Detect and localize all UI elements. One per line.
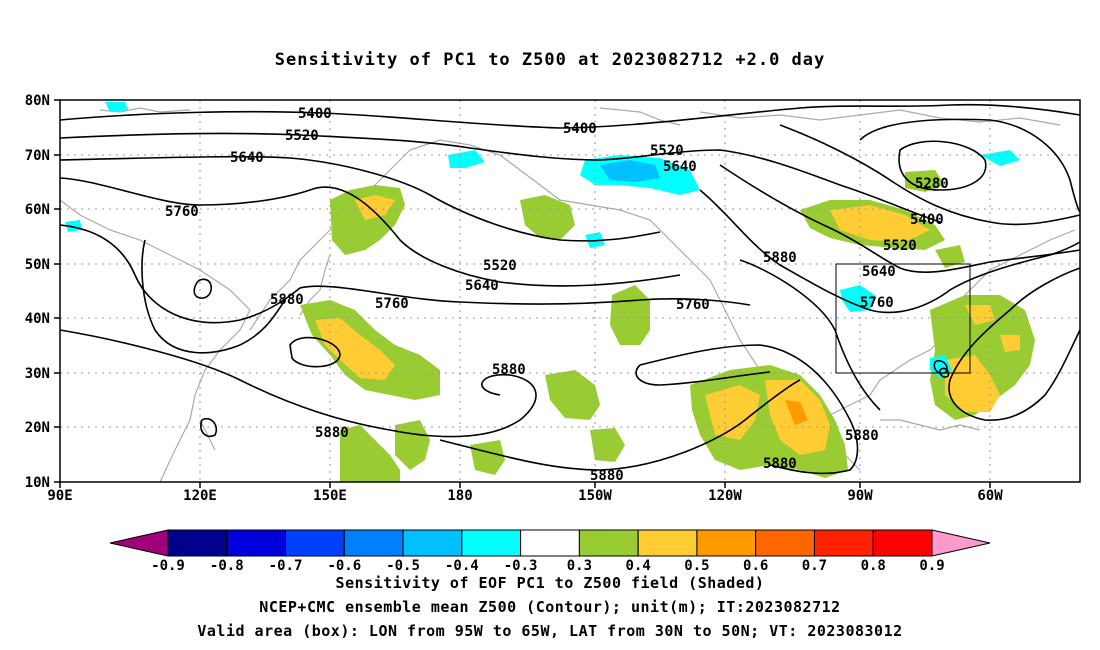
colorbar-tick-label: 0.8 bbox=[860, 558, 886, 574]
contour-5760-box: 5760 bbox=[860, 295, 894, 311]
contour-5520-ca: 5520 bbox=[883, 238, 917, 254]
colorbar-tick-label: -0.9 bbox=[151, 558, 185, 574]
contour-5640-nw: 5640 bbox=[230, 150, 264, 166]
lon-axis-labels: 90E 120E 150E 180 150W 120W 90W 60W bbox=[47, 488, 1003, 504]
colorbar-tick-label: -0.3 bbox=[503, 558, 538, 574]
contour-5760-pac: 5760 bbox=[676, 297, 710, 313]
contour-5880-sw: 5880 bbox=[315, 425, 349, 441]
map-border bbox=[59, 99, 1081, 483]
caption-line-1: Sensitivity of EOF PC1 to Z500 field (Sh… bbox=[335, 574, 765, 592]
lat-label-30n: 30N bbox=[25, 366, 50, 382]
colorbar-swatch bbox=[402, 529, 463, 557]
contour-5400-nw: 5400 bbox=[298, 106, 332, 122]
contour-5280-ca: 5280 bbox=[915, 176, 949, 192]
contour-5880-japan: 5880 bbox=[270, 292, 304, 308]
colorbar-tick-label: -0.8 bbox=[209, 558, 244, 574]
lat-label-70n: 70N bbox=[25, 148, 50, 164]
lat-axis-labels: 80N 70N 60N 50N 40N 30N 20N 10N bbox=[25, 93, 50, 491]
caption-line-3: Valid area (box): LON from 95W to 65W, L… bbox=[197, 622, 903, 640]
colorbar-high-extend bbox=[931, 529, 991, 557]
lon-label-90w: 90W bbox=[847, 488, 873, 504]
colorbar-tick-label: -0.7 bbox=[268, 558, 303, 574]
contour-5520-top: 5520 bbox=[650, 143, 684, 159]
valid-area-box bbox=[835, 263, 971, 374]
lat-label-40n: 40N bbox=[25, 311, 50, 327]
colorbar-swatch bbox=[813, 529, 874, 557]
gridlines bbox=[60, 100, 1080, 482]
colorbar-tick-label: -0.6 bbox=[327, 558, 362, 574]
lon-label-150w: 150W bbox=[578, 488, 612, 504]
colorbar-swatch bbox=[637, 529, 698, 557]
caption-line-2: NCEP+CMC ensemble mean Z500 (Contour); u… bbox=[259, 598, 841, 616]
colorbar-swatch bbox=[755, 529, 815, 557]
colorbar-swatch bbox=[578, 529, 639, 557]
colorbar-swatch bbox=[343, 529, 404, 557]
colorbar-swatch bbox=[285, 529, 345, 557]
colorbar-tick-label: 0.9 bbox=[919, 558, 945, 574]
contour-5640-mid: 5640 bbox=[465, 278, 499, 294]
colorbar-tick-label: 0.5 bbox=[684, 558, 710, 574]
colorbar-tick-label: -0.5 bbox=[386, 558, 420, 574]
contour-5880-mex: 5880 bbox=[763, 456, 797, 472]
contour-5640-box: 5640 bbox=[862, 264, 896, 280]
lon-label-90e: 90E bbox=[47, 488, 72, 504]
contour-5880-equ: 5880 bbox=[590, 468, 624, 484]
lat-label-50n: 50N bbox=[25, 257, 50, 273]
tick-marks bbox=[54, 99, 991, 488]
colorbar-tick-label: 0.6 bbox=[743, 558, 769, 574]
lat-label-10n: 10N bbox=[25, 475, 50, 491]
lon-label-180: 180 bbox=[447, 488, 472, 504]
colorbar-swatch bbox=[696, 529, 757, 557]
colorbar-low-extend bbox=[109, 529, 169, 557]
colorbar-tick-label: 0.4 bbox=[625, 558, 651, 574]
contour-5880-na: 5880 bbox=[763, 250, 797, 266]
positive-sensitivity bbox=[300, 170, 1035, 482]
contour-5760-mid: 5760 bbox=[375, 296, 409, 312]
colorbar-swatch bbox=[872, 529, 933, 557]
contour-5760-w: 5760 bbox=[165, 204, 199, 220]
colorbar-tick-label: -0.4 bbox=[444, 558, 479, 574]
colorbar-swatch bbox=[461, 529, 522, 557]
lon-label-150e: 150E bbox=[313, 488, 347, 504]
contour-5520-mid: 5520 bbox=[483, 258, 517, 274]
contour-5640-top: 5640 bbox=[663, 159, 697, 175]
contour-5400-ca: 5400 bbox=[910, 212, 944, 228]
colorbar-swatch bbox=[520, 529, 580, 557]
lat-label-20n: 20N bbox=[25, 420, 50, 436]
lon-label-120w: 120W bbox=[708, 488, 742, 504]
colorbar-tick-label: 0.3 bbox=[566, 558, 593, 574]
colorbar bbox=[109, 529, 991, 557]
colorbar-tick-label: 0.7 bbox=[801, 558, 828, 574]
contour-labels: 5400 5520 5640 5760 5880 5760 5640 5520 … bbox=[165, 106, 949, 484]
contour-5520-nw: 5520 bbox=[285, 128, 319, 144]
contour-5400-top: 5400 bbox=[563, 121, 597, 137]
contour-5880-pac: 5880 bbox=[492, 362, 526, 378]
z500-contours bbox=[59, 103, 1081, 475]
lat-label-60n: 60N bbox=[25, 202, 50, 218]
colorbar-swatch bbox=[226, 529, 287, 557]
lon-label-60w: 60W bbox=[977, 488, 1003, 504]
lon-label-120e: 120E bbox=[183, 488, 217, 504]
lat-label-80n: 80N bbox=[25, 93, 50, 109]
plot-title: Sensitivity of PC1 to Z500 at 2023082712… bbox=[274, 50, 826, 70]
colorbar-swatch bbox=[167, 529, 228, 557]
contour-5880-gulf: 5880 bbox=[845, 428, 879, 444]
